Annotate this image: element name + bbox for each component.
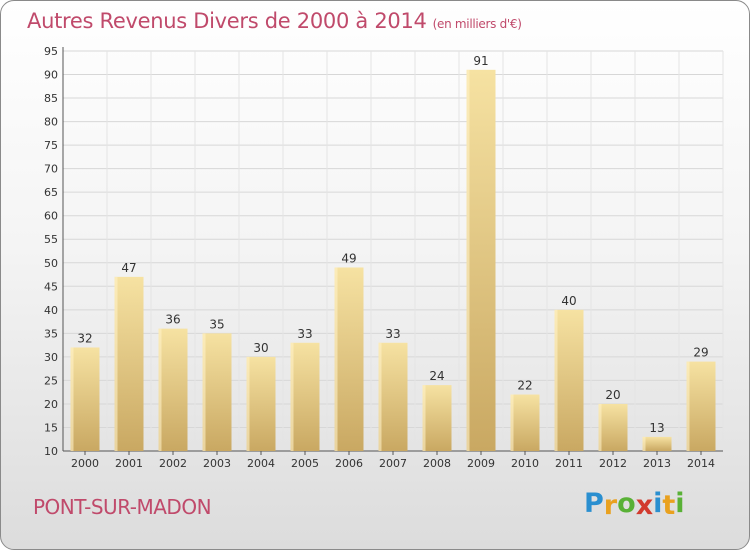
logo-letter: t — [662, 490, 676, 521]
bar-highlight — [334, 267, 338, 451]
x-tick-label: 2004 — [247, 457, 275, 470]
y-tick-label: 50 — [44, 257, 58, 270]
bar-highlight — [158, 328, 162, 451]
bar-highlight — [554, 309, 558, 451]
y-tick-label: 60 — [44, 210, 58, 223]
bar — [422, 385, 452, 451]
bar-highlight — [378, 342, 382, 451]
bar — [642, 436, 672, 451]
bar-highlight — [642, 436, 646, 451]
chart-title-text: Autres Revenus Divers de 2000 à 2014 — [27, 9, 427, 33]
value-label: 33 — [385, 327, 400, 341]
bars — [70, 69, 716, 451]
y-tick-label: 45 — [44, 280, 58, 293]
value-label: 30 — [253, 341, 268, 355]
y-tick-label: 55 — [44, 233, 58, 246]
value-label: 40 — [561, 294, 576, 308]
logo-letter: r — [603, 490, 618, 521]
y-tick-label: 30 — [44, 351, 58, 364]
x-tick-label: 2011 — [555, 457, 583, 470]
x-tick-label: 2003 — [203, 457, 231, 470]
bar — [598, 403, 628, 451]
value-label: 24 — [429, 369, 444, 383]
y-tick-label: 70 — [44, 163, 58, 176]
bar — [70, 347, 100, 451]
y-tick-label: 80 — [44, 116, 58, 129]
logo-letter: o — [617, 488, 636, 519]
x-tick-label: 2010 — [511, 457, 539, 470]
bar-highlight — [510, 394, 514, 451]
bar-highlight — [290, 342, 294, 451]
logo-letter: P — [584, 488, 604, 519]
value-label: 33 — [297, 327, 312, 341]
logo-letter: i — [675, 488, 685, 519]
x-tick-label: 2000 — [71, 457, 99, 470]
value-label: 35 — [209, 317, 224, 331]
town-name: PONT-SUR-MADON — [33, 495, 212, 519]
bar — [246, 356, 276, 451]
x-tick-label: 2001 — [115, 457, 143, 470]
bar-highlight — [686, 361, 690, 451]
bar-highlight — [246, 356, 250, 451]
chart-unit: (en milliers d'€) — [432, 17, 522, 31]
bar-highlight — [202, 333, 206, 451]
y-tick-label: 95 — [44, 45, 58, 58]
bar — [466, 69, 496, 451]
y-tick-label: 25 — [44, 374, 58, 387]
bar — [158, 328, 188, 451]
logo-letter: x — [635, 490, 654, 521]
y-tick-label: 20 — [44, 398, 58, 411]
bar-highlight — [114, 276, 118, 451]
value-label: 47 — [121, 261, 136, 275]
value-label: 36 — [165, 313, 180, 327]
y-tick-label: 40 — [44, 304, 58, 317]
x-tick-label: 2008 — [423, 457, 451, 470]
y-tick-label: 85 — [44, 92, 58, 105]
bar — [114, 276, 144, 451]
bar — [686, 361, 716, 451]
x-tick-label: 2007 — [379, 457, 407, 470]
bar-highlight — [598, 403, 602, 451]
x-tick-label: 2012 — [599, 457, 627, 470]
y-tick-label: 90 — [44, 69, 58, 82]
labels: 10 15 20 25 30 35 40 45 50 55 60 65 70 75 80 85 90 95 32 20… — [44, 45, 715, 470]
bar — [378, 342, 408, 451]
value-label: 32 — [77, 331, 92, 345]
y-tick-label: 65 — [44, 186, 58, 199]
value-label: 49 — [341, 251, 356, 265]
value-label: 20 — [605, 388, 620, 402]
bar — [510, 394, 540, 451]
bar — [334, 267, 364, 451]
bar-highlight — [466, 69, 470, 451]
chart-title: Autres Revenus Divers de 2000 à 2014 (en … — [27, 9, 522, 33]
value-label: 29 — [693, 346, 708, 360]
x-tick-label: 2009 — [467, 457, 495, 470]
y-tick-label: 35 — [44, 327, 58, 340]
bar — [290, 342, 320, 451]
x-tick-label: 2005 — [291, 457, 319, 470]
bar — [554, 309, 584, 451]
y-tick-label: 75 — [44, 139, 58, 152]
bar-highlight — [70, 347, 74, 451]
value-label: 22 — [517, 379, 532, 393]
bar-highlight — [422, 385, 426, 451]
x-tick-label: 2014 — [687, 457, 715, 470]
proxiti-logo[interactable]: Proxiti — [584, 488, 685, 521]
x-tick-label: 2002 — [159, 457, 187, 470]
x-tick-label: 2013 — [643, 457, 671, 470]
bar — [202, 333, 232, 451]
x-tick-label: 2006 — [335, 457, 363, 470]
logo-letter: i — [653, 488, 663, 519]
y-tick-label: 10 — [44, 445, 58, 458]
value-label: 91 — [473, 54, 488, 68]
y-tick-label: 15 — [44, 421, 58, 434]
value-label: 13 — [649, 421, 664, 435]
